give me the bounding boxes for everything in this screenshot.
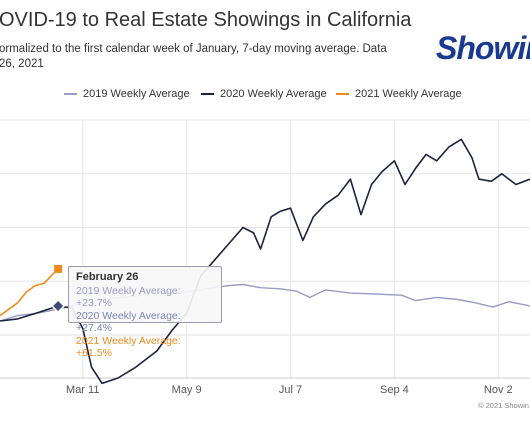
- series-line-2021: [0, 268, 59, 317]
- marker-2020: [51, 298, 66, 314]
- legend-swatch-2020: [201, 93, 214, 95]
- legend-label-2020: 2020 Weekly Average: [220, 88, 327, 100]
- marker-2021: [54, 264, 63, 273]
- legend-item-2020[interactable]: 2020 Weekly Average: [201, 88, 327, 100]
- subtitle-line-1: ormalized to the first calendar week of …: [0, 43, 387, 55]
- subtitle-line-2: 26, 2021: [0, 58, 44, 70]
- chart-credit: © 2021 Showin: [478, 401, 529, 410]
- chart-title: OVID-19 to Real Estate Showings in Calif…: [0, 9, 412, 31]
- x-tick-label-4: Nov 2: [484, 384, 513, 396]
- x-tick-label-3: Sep 4: [380, 384, 409, 396]
- chart-subtitle: ormalized to the first calendar week of …: [0, 42, 439, 72]
- tooltip-line-2021: 2021 Weekly Average: +61.5%: [76, 334, 181, 360]
- x-tick-label-1: May 9: [172, 384, 202, 396]
- legend-swatch-2019: [64, 93, 77, 95]
- chart-tooltip: February 26 2019 Weekly Average: +23.7% …: [68, 266, 222, 359]
- legend-label-2021: 2021 Weekly Average: [355, 88, 462, 100]
- legend-swatch-2021: [336, 93, 349, 95]
- tooltip-line-2019: 2019 Weekly Average: +23.7%: [76, 284, 181, 310]
- showingtime-logo: Showin: [436, 30, 530, 66]
- legend-item-2021[interactable]: 2021 Weekly Average: [336, 88, 462, 100]
- tooltip-date: February 26: [76, 271, 139, 283]
- legend-item-2019[interactable]: 2019 Weekly Average: [64, 88, 190, 100]
- x-tick-label-2: Jul 7: [279, 384, 302, 396]
- tooltip-line-2020: 2020 Weekly Average: +27.4%: [76, 309, 181, 335]
- legend-label-2019: 2019 Weekly Average: [83, 88, 190, 100]
- x-tick-label-0: Mar 11: [66, 384, 99, 396]
- chart-legend: 2019 Weekly Average 2020 Weekly Average …: [0, 88, 530, 104]
- series-line-2020: [0, 138, 530, 385]
